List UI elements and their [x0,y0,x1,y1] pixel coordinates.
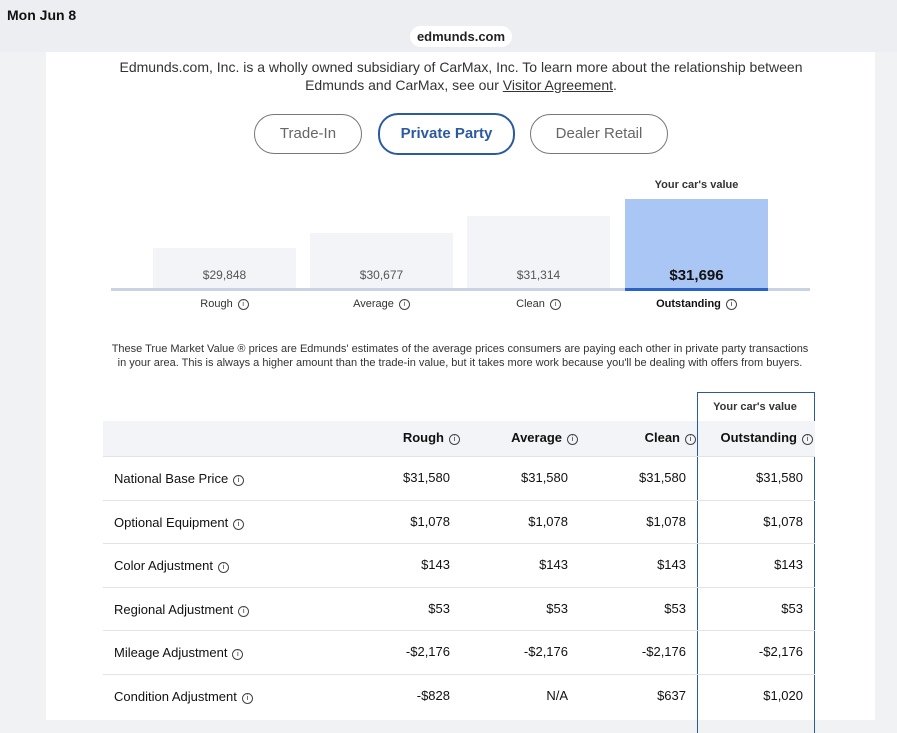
table-cell: $31,580 [756,470,803,485]
label-text: Clean [644,430,680,445]
tier-label: Average i [310,298,453,310]
highlight-label: Your car's value [654,179,739,191]
table-cell: -$2,176 [641,644,686,660]
row-label: Color Adjustment i [114,558,229,574]
url-pill[interactable]: edmunds.com [410,26,512,47]
label-text: Outstanding [720,430,797,445]
info-icon[interactable]: i [237,299,249,310]
table-cell: $637 [657,688,686,703]
table-cell: $1,078 [646,513,686,529]
row-divider [103,674,815,675]
table-cell: $53 [664,600,686,616]
column-header: Rough i [403,430,460,445]
row-divider [103,543,815,545]
info-icon[interactable]: i [232,649,244,661]
table-cell: $31,580 [403,470,450,485]
disclaimer: Edmunds.com, Inc. is a wholly owned subs… [106,58,816,94]
info-icon[interactable]: i [233,475,245,486]
tab[interactable]: Private Party [378,113,515,155]
info-icon[interactable]: i [398,299,410,310]
table-cell: $143 [657,557,686,573]
disclaimer-text: Edmunds.com, Inc. is a wholly owned subs… [119,59,803,93]
row-label: Condition Adjustment i [114,689,253,704]
table-cell: $143 [539,557,568,573]
row-label: Mileage Adjustment i [114,645,244,661]
table-cell: $53 [428,600,450,616]
info-icon[interactable]: i [549,299,561,310]
disclaimer-end: . [613,77,617,93]
table-cell: $53 [781,600,803,616]
info-icon[interactable]: i [241,693,253,704]
label-text: Average [511,430,562,445]
label-text: Rough [200,298,233,310]
label-text: Condition Adjustment [114,689,237,704]
table-cell: $143 [774,557,803,573]
table-cell: $1,078 [410,513,450,529]
table-cell: -$2,176 [758,644,803,660]
value-tile: $31,314 [467,216,610,288]
label-text: Regional Adjustment [114,601,234,617]
highlight-label: Your car's value [713,401,797,413]
info-icon[interactable]: i [449,434,460,445]
label-text: Clean [516,298,545,310]
row-label: National Base Price i [114,471,245,486]
label-text: Outstanding [656,298,721,310]
header-row [103,421,697,456]
tier-label: Clean i [467,298,610,310]
info-icon[interactable]: i [685,434,696,445]
table-cell: -$2,176 [405,644,450,660]
row-divider [103,586,815,588]
value-tile: $30,677 [310,233,453,288]
table-cell: $1,078 [763,513,803,529]
table-cell: -$828 [416,688,450,703]
highlight-column [697,392,815,733]
baseline [111,288,810,291]
row-label: Regional Adjustment i [114,601,250,617]
tier-label: Rough i [153,298,296,310]
status-time: Mon Jun 8 [7,7,77,23]
info-icon[interactable]: i [567,434,578,445]
header-row [698,421,815,456]
value-tile: $29,848 [153,248,296,288]
table-cell: $143 [421,557,450,573]
baseline-highlight [625,288,768,291]
info-icon[interactable]: i [725,299,737,310]
label-text: Rough [402,430,444,445]
info-icon[interactable]: i [238,605,250,617]
info-icon[interactable]: i [218,562,229,574]
column-header: Outstanding i [720,430,813,445]
table-cell: $1,078 [528,513,568,529]
row-divider [103,499,815,501]
label-text: Optional Equipment [114,514,229,530]
tab[interactable]: Dealer Retail [530,114,668,154]
column-header: Average i [511,430,578,445]
value-tile: $31,696 [625,199,768,288]
table-cell: $53 [546,600,568,616]
price-note: These True Market Value ® prices are Edm… [111,343,809,369]
info-icon[interactable]: i [802,434,813,445]
label-text: Average [353,298,394,310]
table-cell: $31,580 [639,470,686,485]
table-cell: $31,580 [521,470,568,485]
table-cell: N/A [546,688,568,703]
column-header: Clean i [645,430,696,445]
visitor-agreement-link[interactable]: Visitor Agreement [502,77,613,93]
table-cell: -$2,176 [523,644,568,660]
info-icon[interactable]: i [233,518,245,530]
row-divider [103,630,815,632]
row-divider [103,456,815,457]
table-cell: $1,020 [763,688,803,703]
label-text: National Base Price [114,471,229,486]
row-label: Optional Equipment i [114,514,245,530]
label-text: Color Adjustment [114,558,213,574]
tier-label: Outstanding i [625,298,768,310]
tab[interactable]: Trade-In [254,114,362,154]
label-text: Mileage Adjustment [114,645,228,661]
content-card [46,52,875,720]
